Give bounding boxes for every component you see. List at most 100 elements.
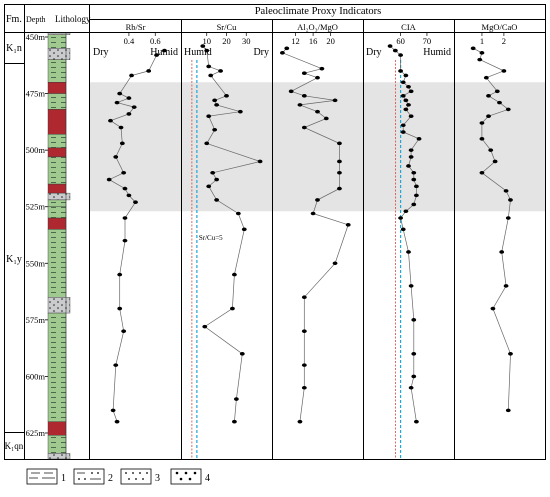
lithology-bed-red-bed	[47, 109, 67, 135]
panel-right-label: Humid	[423, 47, 451, 58]
data-point	[279, 51, 285, 55]
legend-swatch-mudstone	[26, 468, 58, 485]
data-point	[323, 116, 329, 121]
x-tick-label: 30	[242, 36, 251, 46]
lithology-bed-red-bed	[47, 147, 67, 158]
data-point	[315, 198, 320, 202]
data-point	[403, 107, 409, 112]
data-point	[411, 177, 417, 182]
outer-frame	[4, 4, 546, 460]
legend-item-1: 1	[26, 468, 66, 485]
lithology-bed-gray-bed	[47, 32, 71, 35]
data-point	[117, 272, 123, 277]
legend-number-3: 3	[155, 473, 160, 484]
data-point	[117, 91, 123, 96]
lithology-bed-mudstone	[47, 156, 67, 185]
data-point	[126, 193, 132, 198]
series-line	[389, 45, 420, 422]
legend-item-4: 4	[170, 468, 210, 485]
panel-3: Al₂O₃/MgO 12 16 20	[272, 19, 351, 459]
lithology-bed-mudstone	[47, 93, 67, 110]
x-tick-label: 12	[291, 36, 300, 46]
data-point	[214, 103, 220, 107]
data-point	[408, 284, 414, 288]
depth-tick-label: 450m	[26, 32, 46, 42]
x-tick-label: 16	[309, 36, 318, 46]
data-point	[497, 100, 502, 105]
main-title: Paleoclimate Proxy Indicators	[255, 6, 382, 17]
data-point	[414, 419, 419, 424]
data-point	[479, 137, 485, 141]
data-point	[131, 105, 137, 109]
data-point	[501, 69, 507, 73]
data-point	[204, 141, 210, 146]
depth-tick-label: 525m	[26, 202, 46, 212]
lithology-bed-gray-bed	[47, 192, 71, 201]
data-point	[233, 397, 239, 401]
depth-axis: 450m 475m 500m 525m 550m 575m 600m 625m	[26, 32, 48, 438]
data-point	[477, 57, 483, 62]
data-point	[345, 223, 351, 227]
data-point	[214, 177, 220, 182]
data-point	[508, 352, 513, 356]
data-point	[505, 216, 511, 220]
data-point	[479, 170, 485, 175]
x-tick-label: 60	[396, 36, 405, 46]
lithology-bed-mudstone	[47, 312, 67, 422]
x-tick-label: 1	[480, 36, 484, 46]
lithology-bed-red-bed	[47, 421, 67, 436]
panel-title: Rb/Sr	[126, 22, 146, 32]
data-point	[310, 211, 316, 216]
data-point	[408, 89, 414, 94]
data-point	[398, 69, 403, 73]
data-point	[414, 184, 419, 189]
x-tick-label: 20	[326, 36, 335, 46]
lithology-bed-mudstone	[47, 435, 67, 454]
shaded-interval	[90, 82, 545, 212]
data-point	[406, 250, 411, 254]
data-point	[232, 419, 237, 424]
data-point	[505, 408, 511, 413]
data-point	[315, 109, 320, 114]
data-point	[315, 75, 320, 80]
data-point	[126, 112, 132, 116]
header-fm: Fm.	[6, 14, 22, 25]
data-point	[332, 261, 338, 266]
data-point	[218, 69, 223, 73]
data-point	[486, 94, 491, 98]
data-point	[288, 89, 294, 94]
data-point	[117, 306, 123, 311]
data-point	[406, 164, 411, 168]
depth-tick-label: 475m	[26, 89, 46, 99]
legend-item-2: 2	[73, 468, 113, 485]
data-point	[403, 98, 409, 103]
panel-title: Al₂O₃/MgO	[297, 22, 338, 32]
x-tick-label: 2	[502, 36, 506, 46]
lithology-bed-red-bed	[47, 82, 67, 94]
data-point	[398, 216, 403, 220]
data-point	[121, 329, 127, 333]
data-point	[108, 118, 113, 123]
data-point	[503, 189, 509, 193]
data-point	[297, 419, 303, 424]
data-point	[146, 69, 152, 73]
data-point	[212, 98, 218, 103]
lithology-bed-mudstone	[47, 34, 67, 49]
data-point	[301, 295, 307, 300]
panel-2: Sr/Cu 10 20 30 Humid Dry Sr/Cu=5	[181, 19, 269, 459]
header-depth: Depth	[26, 15, 46, 24]
data-point	[486, 114, 491, 118]
data-point	[202, 324, 208, 329]
data-point	[408, 385, 414, 390]
data-point	[411, 374, 417, 379]
data-point	[488, 148, 494, 152]
data-point	[337, 141, 342, 146]
data-point	[301, 125, 307, 130]
data-point	[257, 159, 263, 164]
data-point	[301, 94, 307, 98]
lithology-bed-mudstone	[47, 229, 67, 298]
lithology-bed-gray-bed	[47, 297, 71, 314]
data-point	[200, 44, 206, 48]
